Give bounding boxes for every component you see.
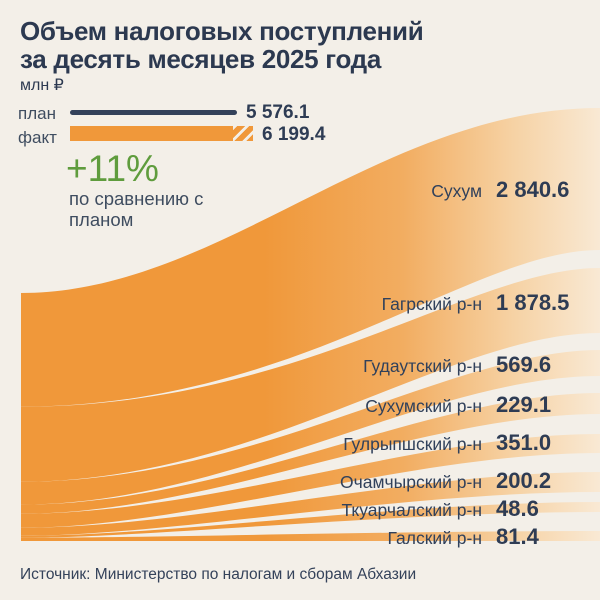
region-row-gudauta: Гудаутский р-н 569.6 [0,352,580,378]
region-row-ochamchyra: Очамчырский р-н 200.2 [0,468,580,494]
fact-value: 6 199.4 [262,124,326,145]
region-name: Ткуарчалский р-н [341,500,482,520]
units-label: млн ₽ [20,77,64,94]
legend-plan-label: план [18,104,56,123]
delta-percent: +11% [66,148,159,189]
fact-bar-hatch-overshoot [233,126,253,141]
region-name: Галский р-н [387,528,482,548]
flow-band-gal [21,531,600,541]
region-value: 229.1 [496,392,552,417]
region-value: 48.6 [496,496,539,521]
plan-bar [70,110,237,115]
fact-bar [70,126,253,141]
flow-band-tkuarchal [21,502,600,538]
region-row-sukhumsky: Сухумский р-н 229.1 [0,392,580,418]
region-row-sukhum: Сухум 2 840.6 [0,177,580,203]
legend-fact-label: факт [18,128,57,147]
delta-caption: по сравнению с планом [69,188,204,230]
region-name: Сухум [431,181,482,201]
region-row-gulrypsh: Гулрыпшский р-н 351.0 [0,430,580,456]
region-value: 2 840.6 [496,177,570,202]
region-name: Гагрский р-н [381,294,482,314]
region-name: Сухумский р-н [365,396,482,416]
region-row-gagra: Гагрский р-н 1 878.5 [0,290,580,316]
source-caption: Источник: Министерство по налогам и сбор… [20,566,417,583]
region-value: 81.4 [496,524,539,549]
region-value: 1 878.5 [496,290,570,315]
flow-band-gulrypsh [21,434,600,528]
flow-band-gagra [21,268,600,482]
flow-band-sukhum [21,108,600,407]
region-name: Очамчырский р-н [340,472,482,492]
plan-value: 5 576.1 [246,102,310,123]
flow-band-ochamchyra [21,472,600,536]
region-name: Гулрыпшский р-н [343,434,482,454]
region-value: 200.2 [496,468,552,493]
region-name: Гудаутский р-н [363,356,482,376]
region-row-tkuarchal: Ткуарчалский р-н 48.6 [0,496,580,522]
title-line-1: Объем налоговых поступлений [20,16,424,46]
region-value: 569.6 [496,352,552,377]
flow-band-gudauta [21,350,600,505]
region-value: 351.0 [496,430,552,455]
page-title: Объем налоговых поступлений за десять ме… [20,16,424,74]
region-row-gal: Галский р-н 81.4 [0,524,580,550]
flow-band-sukhumsky [21,393,600,514]
title-line-2: за десять месяцев 2025 года [20,44,382,74]
